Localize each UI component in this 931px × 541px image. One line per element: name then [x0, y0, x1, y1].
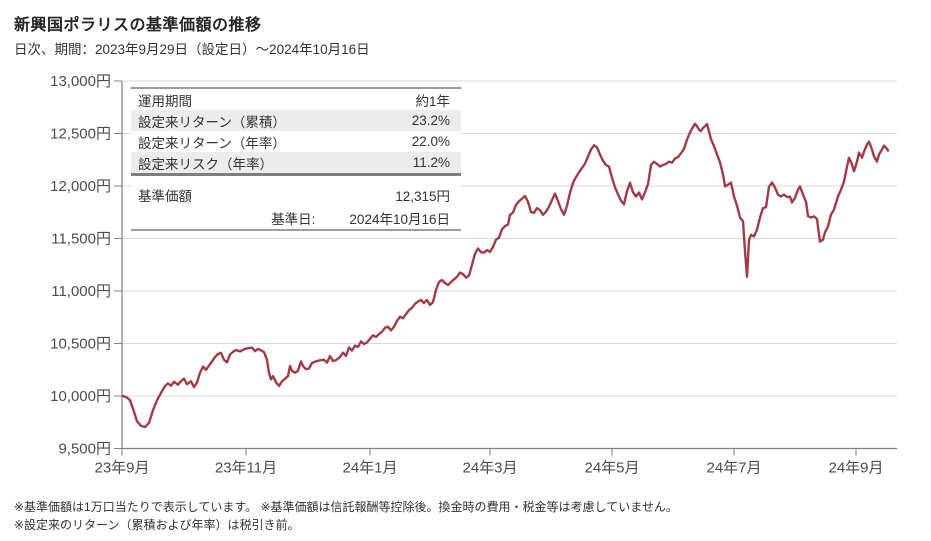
- row-value: 約1年: [415, 93, 450, 109]
- page-title: 新興国ポラリスの基準価額の推移: [14, 17, 262, 34]
- nav-date-label: 基準日:: [271, 211, 316, 227]
- table-row: 基準日: 2024年10月16日: [131, 206, 461, 229]
- table-row: 設定来リスク（年率） 11.2%: [131, 152, 461, 173]
- row-label: 設定来リターン（年率）: [138, 135, 286, 151]
- x-tick-label: 24年9月: [828, 460, 883, 477]
- x-tick-label: 23年11月: [215, 460, 277, 477]
- y-tick-label: 12,000円: [50, 178, 111, 195]
- nav-value-table: 基準価額 12,315円 基準日: 2024年10月16日: [131, 183, 461, 231]
- y-tick-label: 12,500円: [50, 126, 111, 143]
- table-row: 基準価額 12,315円: [131, 183, 461, 206]
- table-row: 設定来リターン（年率） 22.0%: [131, 131, 461, 152]
- nav-label: 基準価額: [138, 188, 192, 204]
- row-label: 運用期間: [138, 93, 192, 109]
- row-label: 設定来リターン（累積）: [138, 114, 286, 130]
- footnote-line: ※基準価額は1万口当たりで表示しています。 ※基準価額は信託報酬等控除後。換金時…: [14, 500, 678, 514]
- nav-date-value: 2024年10月16日: [349, 211, 450, 227]
- footnote-line: ※設定来のリターン（累積および年率）は税引き前。: [14, 518, 300, 532]
- y-tick-label: 10,500円: [50, 336, 111, 353]
- footnotes: ※基準価額は1万口当たりで表示しています。 ※基準価額は信託報酬等控除後。換金時…: [14, 498, 678, 534]
- y-tick-label: 10,000円: [50, 388, 111, 405]
- y-tick-label: 11,000円: [51, 283, 111, 300]
- x-tick-label: 23年9月: [94, 460, 149, 477]
- nav-line-series: [121, 122, 890, 429]
- x-tick-label: 24年7月: [706, 460, 761, 477]
- x-tick-label: 24年1月: [342, 460, 397, 477]
- row-value: 23.2%: [411, 113, 450, 128]
- stats-overlay: 運用期間 約1年 設定来リターン（累積） 23.2% 設定来リターン（年率） 2…: [131, 87, 461, 231]
- row-value: 22.0%: [411, 134, 450, 149]
- x-tick-label: 24年5月: [584, 460, 639, 477]
- y-tick-label: 11,500円: [51, 231, 111, 248]
- y-tick-label: 9,500円: [58, 441, 111, 458]
- chart-subtitle: 日次、期間：2023年9月29日（設定日）～2024年10月16日: [14, 42, 370, 57]
- row-label: 設定来リスク（年率）: [138, 156, 273, 172]
- row-value: 11.2%: [412, 155, 450, 170]
- performance-table: 運用期間 約1年 設定来リターン（累積） 23.2% 設定来リターン（年率） 2…: [131, 87, 461, 176]
- table-row: 運用期間 約1年: [131, 89, 461, 110]
- x-tick-label: 24年3月: [462, 460, 517, 477]
- nav-value: 12,315円: [395, 188, 450, 204]
- y-tick-label: 13,000円: [50, 73, 111, 90]
- table-row: 設定来リターン（累積） 23.2%: [131, 110, 461, 131]
